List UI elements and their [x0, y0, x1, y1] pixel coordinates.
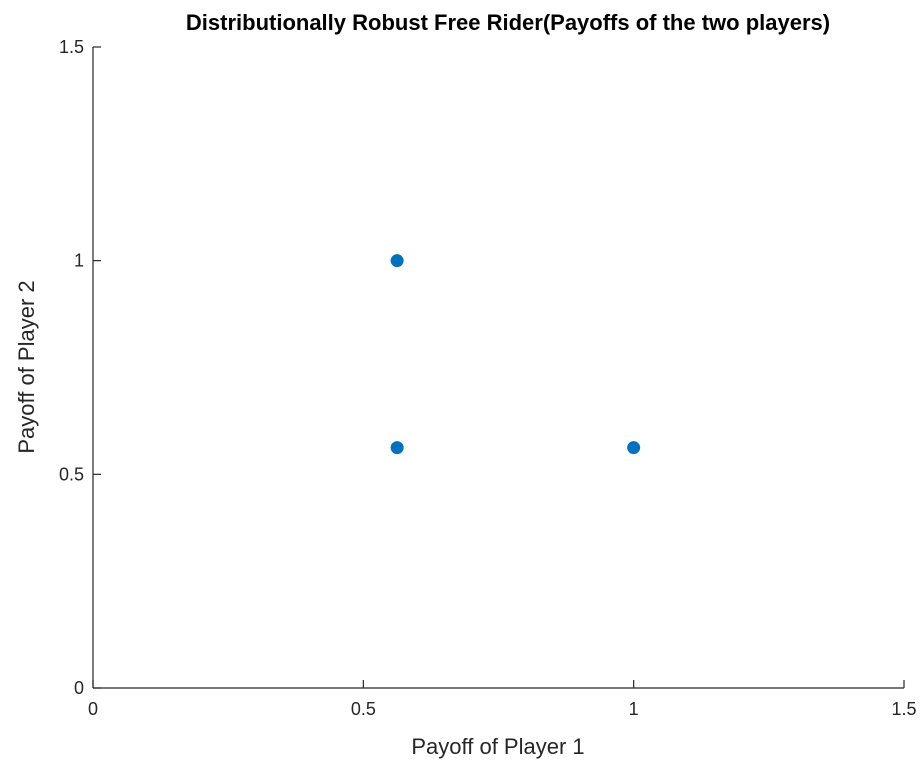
axes	[92, 47, 904, 689]
y-tick-label: 1	[74, 251, 84, 271]
y-tick-label: 0.5	[59, 464, 84, 484]
data-point	[627, 441, 641, 455]
chart-title: Distributionally Robust Free Rider(Payof…	[186, 10, 830, 35]
y-axis-label: Payoff of Player 2	[14, 280, 39, 453]
x-tick-label: 1.5	[891, 699, 916, 719]
x-tick-label: 1	[629, 699, 639, 719]
data-points	[390, 254, 641, 455]
x-tick-label: 0.5	[351, 699, 376, 719]
data-point	[390, 441, 404, 455]
x-tick-label: 0	[88, 699, 98, 719]
x-axis-label: Payoff of Player 1	[411, 734, 584, 759]
x-ticks: 0 0.5 1 1.5	[88, 680, 917, 719]
y-ticks: 0 0.5 1 1.5	[59, 37, 101, 698]
y-tick-label: 0	[74, 678, 84, 698]
data-point	[390, 254, 404, 268]
y-tick-label: 1.5	[59, 37, 84, 57]
